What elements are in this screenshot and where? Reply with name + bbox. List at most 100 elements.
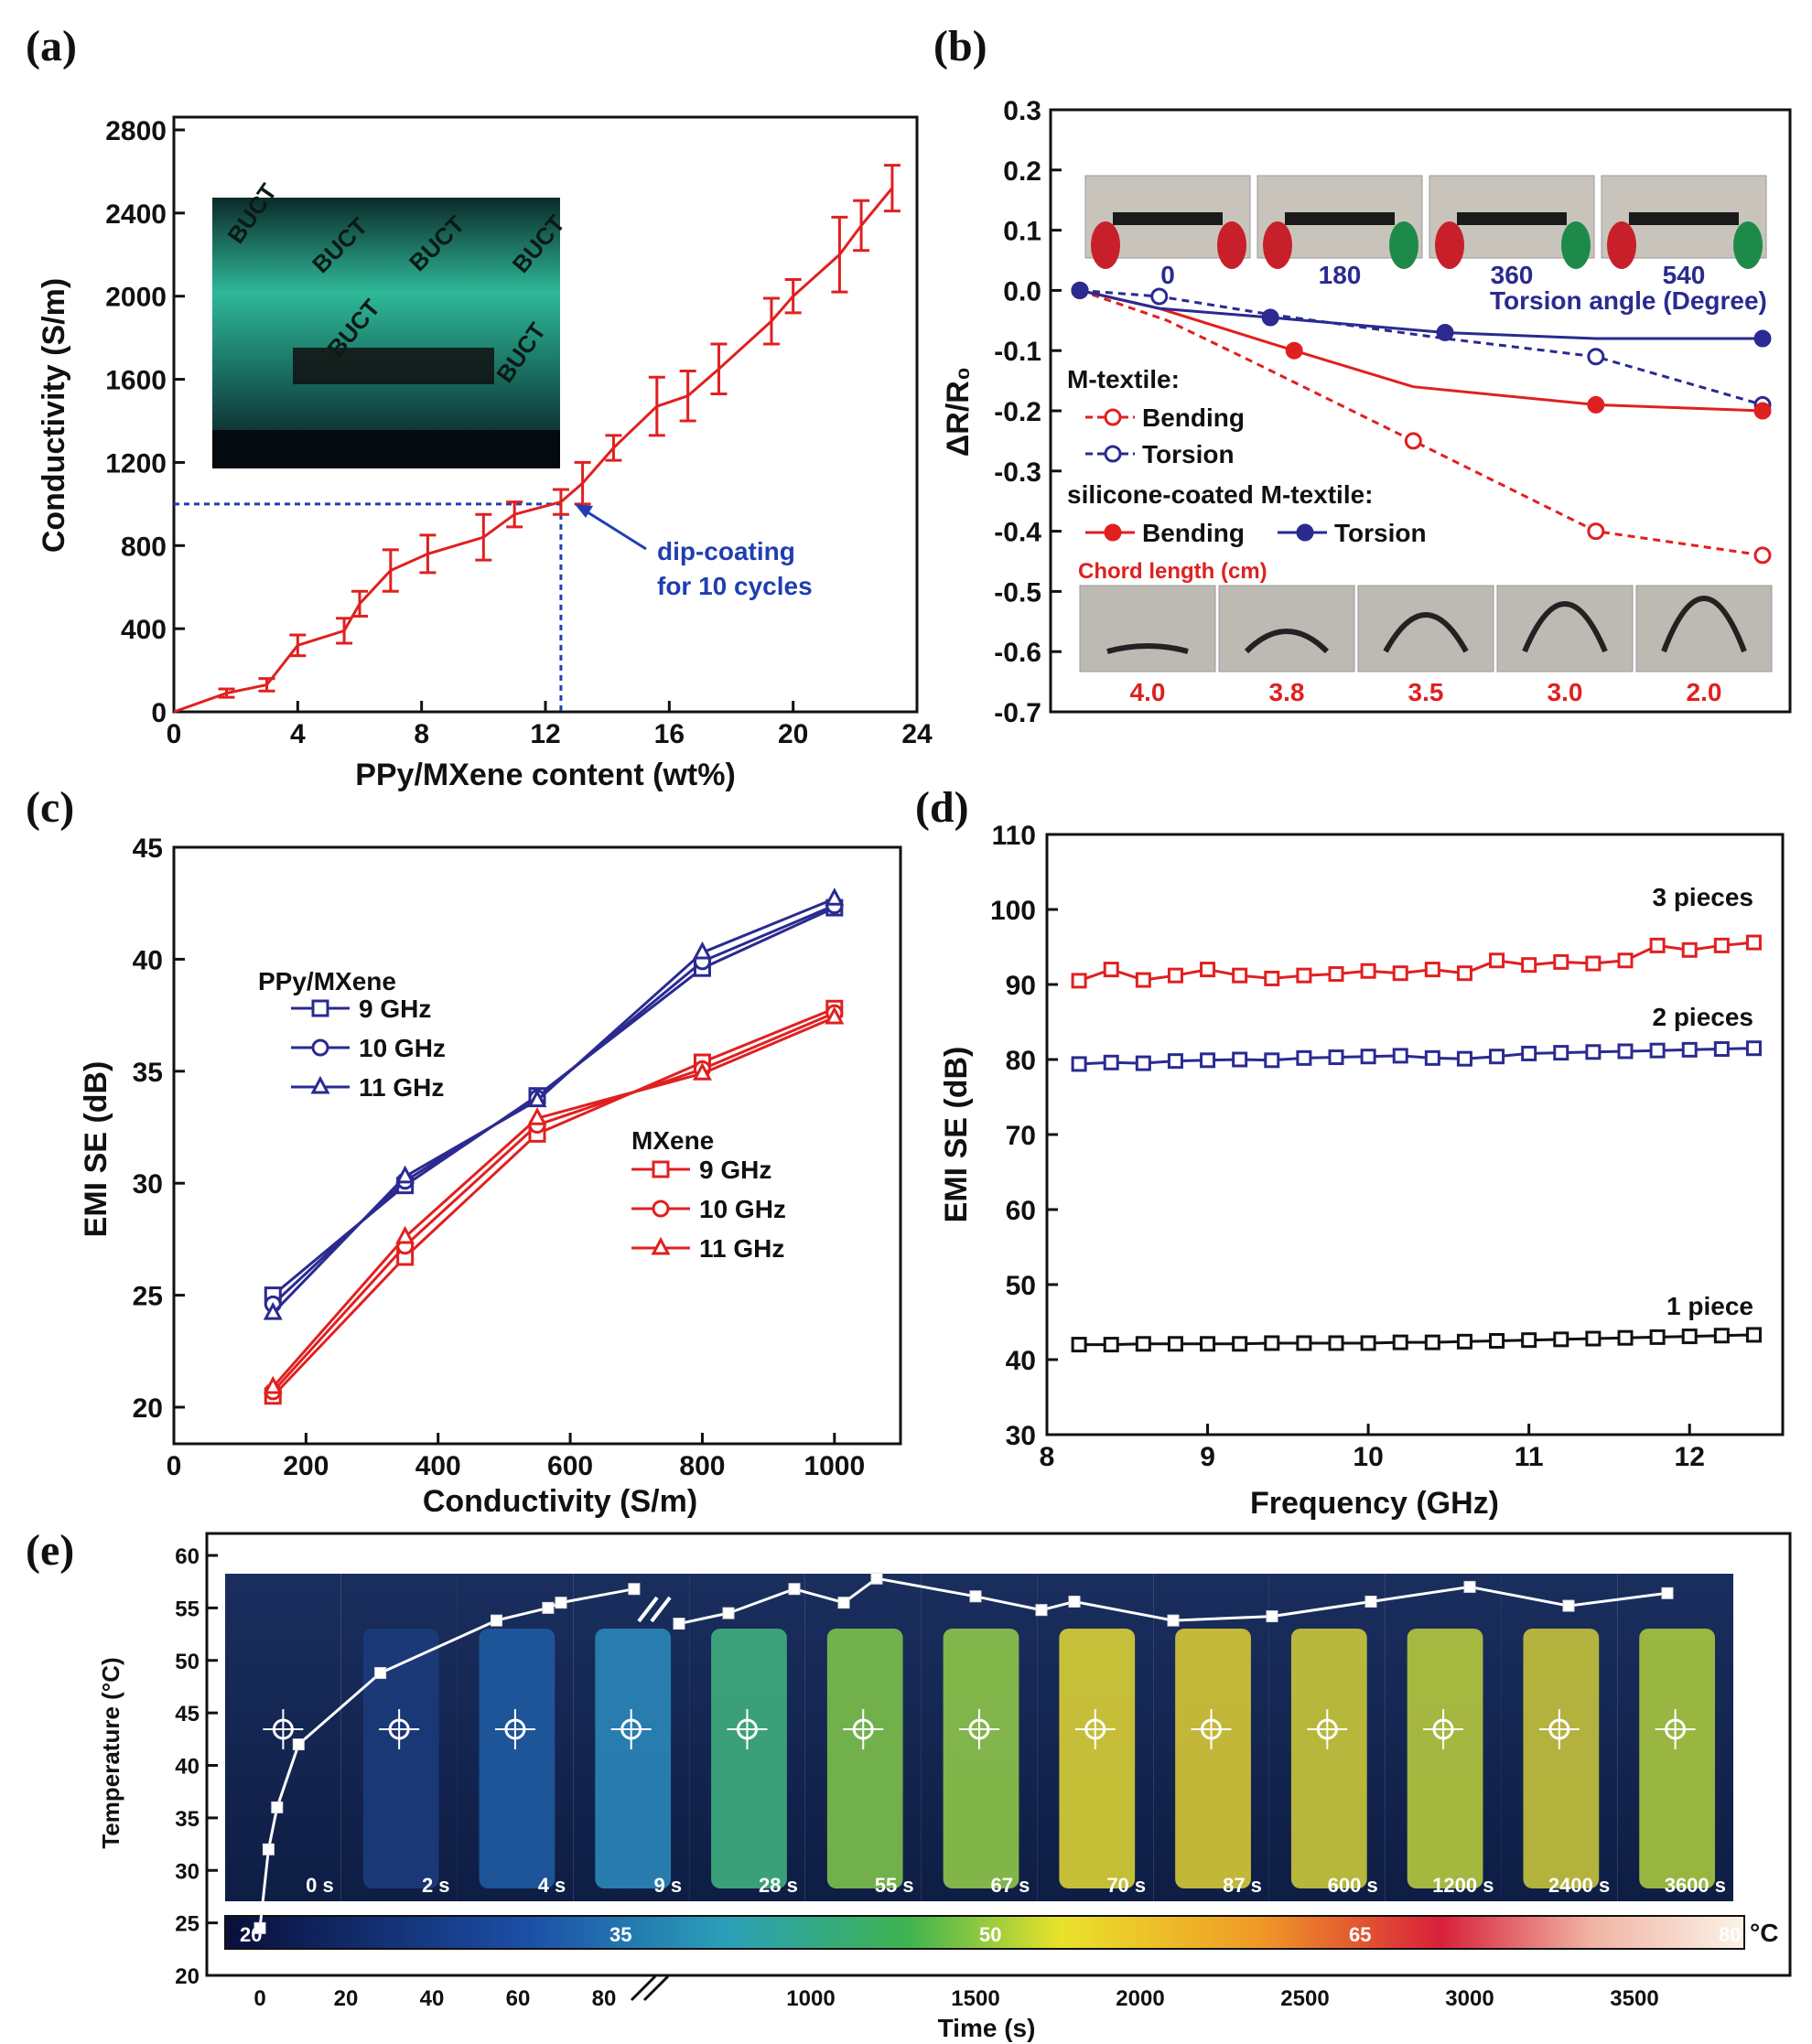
clip-red (1263, 221, 1292, 269)
clip-red (1435, 221, 1464, 269)
bending-photo (1079, 585, 1216, 672)
x-tick-label-right: 3000 (1445, 1986, 1494, 2011)
colorbar-tick-label: 80 (1719, 1923, 1741, 1946)
panel-b-photos: 0 180 360 540 4.0 3.8 3.5 3.0 2.0 (1079, 175, 1773, 706)
heated-textile (1407, 1629, 1483, 1888)
series-point (1553, 1045, 1569, 1061)
y-tick-label: 25 (175, 1912, 200, 1937)
x-tick-label-right: 1000 (786, 1986, 835, 2011)
panel-e-label: (e) (26, 1526, 74, 1575)
silicone-torsion-point (1436, 323, 1454, 341)
series-label: 3 pieces (1652, 883, 1753, 911)
series-point (1521, 1332, 1537, 1349)
x-tick-label-left: 60 (506, 1986, 531, 2011)
temperature-point (1364, 1595, 1377, 1608)
series-point (1617, 1329, 1634, 1346)
panel-a-label: (a) (26, 22, 77, 70)
series-point (1200, 1052, 1216, 1069)
silicone-bending-legend-marker (1104, 523, 1122, 542)
temperature-point (1068, 1595, 1081, 1608)
series-point (1424, 962, 1440, 978)
series-point (1489, 1333, 1505, 1349)
x-tick-label: 20 (778, 719, 808, 749)
temperature-point (628, 1583, 641, 1596)
bending-photo (1496, 585, 1634, 672)
series-line-2-pieces (1079, 1047, 1754, 1066)
bent-textile (1383, 612, 1469, 653)
series-point (1713, 937, 1730, 953)
clip-red (1091, 221, 1120, 269)
clip-right (1389, 221, 1418, 269)
silicone-torsion-line (1079, 288, 1763, 340)
temperature-point (491, 1614, 502, 1627)
silicone-bending-point (1587, 395, 1605, 414)
series-point (395, 1225, 415, 1244)
series-point (1360, 963, 1376, 979)
x-tick-label: 400 (415, 1451, 461, 1481)
y-tick-label: 40 (1006, 1346, 1036, 1376)
y-tick-label: 110 (992, 821, 1036, 851)
series-point (1328, 1335, 1344, 1351)
series-point (1713, 1328, 1730, 1344)
bent-textile (1244, 629, 1330, 654)
torsion-axis-label: Torsion angle (Degree) (1490, 286, 1767, 315)
heated-textile (1290, 1629, 1367, 1888)
annotation-arrowhead (575, 504, 593, 518)
legend-label: 11 GHz (359, 1073, 444, 1102)
panel-b-series (1071, 281, 1772, 565)
series-point (1360, 1049, 1376, 1065)
panel-c-frame (172, 845, 902, 1446)
series-point (1456, 965, 1472, 982)
frame-time-label: 2400 s (1548, 1874, 1610, 1897)
series-point (1745, 1327, 1762, 1343)
x-tick-label-left: 80 (592, 1986, 617, 2011)
y-tick-label: 1600 (105, 366, 167, 396)
series-point (1745, 934, 1762, 951)
curve-break-2 (650, 1596, 672, 1623)
torsion-tick-label: 360 (1491, 261, 1534, 289)
legend-label: 10 GHz (359, 1034, 446, 1062)
heated-textile (595, 1629, 672, 1888)
temperature-point (292, 1738, 305, 1751)
temperature-line-late (678, 1576, 1668, 1626)
legend-marker (651, 1236, 671, 1255)
series-point (1232, 967, 1248, 984)
temperature-point (542, 1601, 555, 1614)
x-tick-label-right: 1500 (951, 1986, 999, 2011)
temperature-point (555, 1597, 567, 1609)
panel-c-xlabel: Conductivity (S/m) (423, 1484, 697, 1519)
colorbar-unit: °C (1750, 1919, 1778, 1947)
panel-d-ticks: 8 9 10 11 12 30 40 50 60 70 80 90 100 110 (990, 821, 1705, 1472)
series-point (1200, 1336, 1216, 1352)
y-tick-label: -0.1 (994, 337, 1041, 367)
y-tick-label: 40 (133, 945, 163, 975)
y-tick-label: -0.4 (994, 518, 1041, 548)
x-tick-label: 0 (167, 719, 182, 749)
axis-break-1 (630, 1974, 657, 2002)
mtextile-bending-legend-label: Bending (1142, 403, 1245, 432)
series-point (1617, 1043, 1634, 1060)
legend-marker (652, 1200, 670, 1218)
colorbar (224, 1915, 1745, 1950)
series-point (1585, 1330, 1602, 1347)
series-point (1745, 1040, 1762, 1057)
series-point (692, 941, 712, 960)
panel-c: (c) 0 200 400 600 800 1000 20 25 30 35 40 45 PPy/MX… (26, 783, 902, 1519)
silicone-bending-point (1753, 402, 1772, 420)
series-point (1232, 1336, 1248, 1352)
torsion-tick-label: 540 (1663, 261, 1706, 289)
series-point (1360, 1335, 1376, 1351)
y-tick-label: 2400 (105, 199, 167, 230)
temperature-point (673, 1618, 685, 1630)
temperature-point (262, 1843, 275, 1856)
series-point (1071, 1337, 1087, 1353)
frame-time-label: 3600 s (1665, 1874, 1726, 1897)
x-tick-label: 0 (167, 1451, 182, 1481)
series-point (527, 1107, 547, 1125)
series-point (527, 1089, 547, 1108)
series-point (1264, 1052, 1280, 1069)
y-tick-label: 50 (1006, 1271, 1036, 1301)
mtextile-bending-point (1587, 522, 1605, 541)
